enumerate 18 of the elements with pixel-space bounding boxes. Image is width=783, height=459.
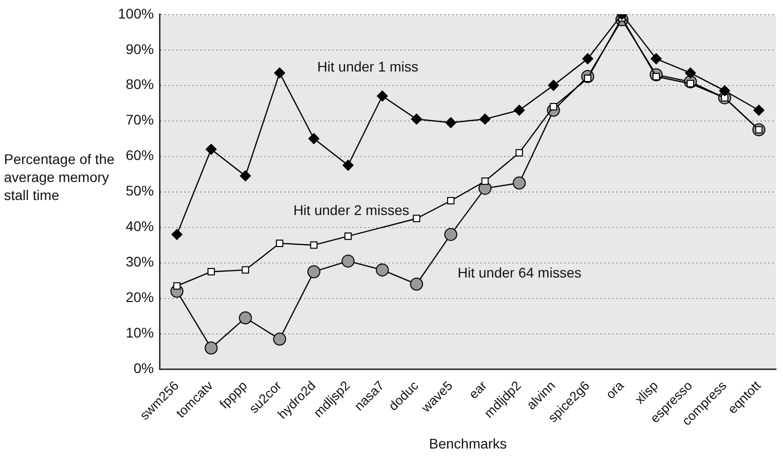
x-tick-label: ora: [602, 377, 628, 402]
series-label: Hit under 64 misses: [458, 264, 582, 280]
y-tick-label: 40%: [126, 218, 154, 234]
y-tick-label: 80%: [126, 76, 154, 92]
y-tick-label: 70%: [126, 112, 154, 128]
y-tick-label: 30%: [126, 254, 154, 270]
y-tick-label: 10%: [126, 324, 154, 341]
y-tick-label: 100%: [118, 5, 154, 22]
series-label: Hit under 2 misses: [293, 202, 410, 218]
text: Hit under 1 miss: [317, 58, 418, 74]
y-tick-label: 90%: [126, 40, 154, 57]
y-tick-label: 60%: [126, 147, 154, 164]
x-axis-title: Benchmarks: [428, 435, 507, 452]
y-tick-label: 20%: [126, 289, 154, 306]
y-tick-label: 50%: [126, 182, 154, 199]
y-tick-label: 0%: [134, 360, 154, 376]
y-axis-title: Percentage of the average memory stall time: [4, 150, 116, 204]
x-tick-label: ear: [466, 377, 490, 402]
